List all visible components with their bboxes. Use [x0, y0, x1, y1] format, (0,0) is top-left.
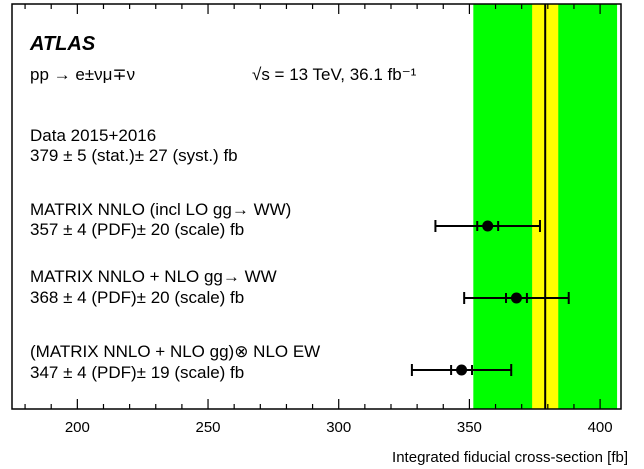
- x-tick-label: 250: [196, 419, 221, 436]
- prediction-1: [434, 220, 541, 232]
- data-value-label: 379 ± 5 (stat.)± 27 (syst.) fb: [30, 146, 238, 165]
- prediction-points: [410, 220, 570, 376]
- x-tick-label: 350: [457, 419, 482, 436]
- prediction-3-name: (MATRIX NNLO + NLO gg)⊗ NLO EW: [30, 342, 320, 361]
- x-axis-label: Integrated fiducial cross-section [fb]: [392, 449, 628, 466]
- prediction-3-value: 347 ± 4 (PDF)± 19 (scale) fb: [30, 363, 244, 382]
- experiment-label: ATLAS: [29, 33, 96, 55]
- energy-label: √s = 13 TeV, 36.1 fb⁻¹: [252, 65, 417, 84]
- prediction-3: [410, 364, 513, 376]
- x-tick-label: 200: [65, 419, 90, 436]
- data-name-label: Data 2015+2016: [30, 126, 156, 145]
- x-tick-label: 400: [588, 419, 613, 436]
- plot-frame: [11, 3, 622, 410]
- process-label: pp → e±νμ∓ν: [30, 65, 135, 84]
- prediction-1-value: 357 ± 4 (PDF)± 20 (scale) fb: [30, 220, 244, 239]
- plot-border: [11, 3, 622, 410]
- prediction-marker: [456, 364, 468, 376]
- prediction-2-value: 368 ± 4 (PDF)± 20 (scale) fb: [30, 288, 244, 307]
- prediction-2: [463, 292, 570, 304]
- data-bands: [473, 4, 618, 409]
- x-axis-ticks: 200 250 300 350 400: [24, 4, 613, 436]
- prediction-marker: [482, 220, 494, 232]
- prediction-1-name: MATRIX NNLO (incl LO gg→ WW): [30, 200, 291, 219]
- x-tick-label: 300: [326, 419, 351, 436]
- prediction-2-name: MATRIX NNLO + NLO gg→ WW: [30, 267, 277, 286]
- prediction-marker: [510, 292, 522, 304]
